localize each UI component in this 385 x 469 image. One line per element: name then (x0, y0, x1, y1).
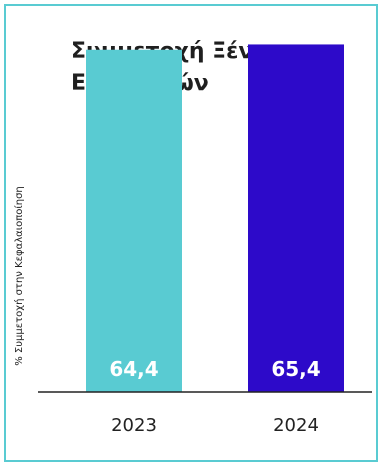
bar-value-label-2023: 64,4 (109, 357, 158, 381)
bar-2023 (86, 49, 182, 392)
x-tick-label-2023: 2023 (111, 415, 157, 436)
bars-group: 64,4 65,4 (86, 44, 344, 393)
x-ticks-group: 2023 2024 (111, 415, 319, 436)
x-tick-label-2024: 2024 (273, 415, 319, 436)
bar-2024 (248, 44, 344, 393)
bar-value-label-2024: 65,4 (271, 357, 320, 381)
